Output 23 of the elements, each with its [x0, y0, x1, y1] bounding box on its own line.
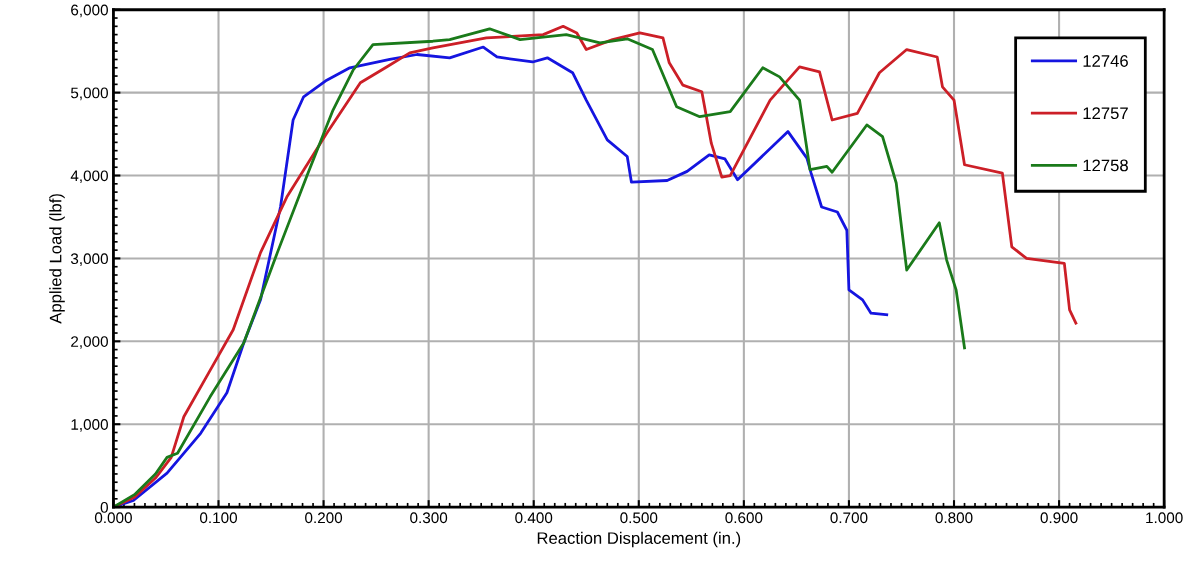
- x-tick-label: 0.200: [305, 512, 343, 524]
- x-tick-label: 0.400: [515, 512, 553, 524]
- x-tick-label: 0.300: [410, 512, 448, 524]
- y-tick-label: 5,000: [70, 87, 108, 101]
- y-tick-label: 2,000: [71, 336, 108, 349]
- y-tick-label: 1,000: [71, 419, 108, 432]
- x-tick-label: 0.500: [620, 512, 658, 524]
- x-axis-title: Reaction Displacement (in.): [537, 531, 741, 548]
- x-tick-label: 1.000: [1146, 512, 1183, 524]
- x-tick-label: 0.600: [725, 512, 763, 524]
- y-axis-title: Applied Load (lbf): [49, 194, 65, 324]
- y-tick-label: 6,000: [71, 4, 108, 18]
- x-tick-label: 0.800: [935, 512, 973, 524]
- y-tick-label: 0: [100, 501, 108, 513]
- legend-label: 12758: [1083, 159, 1128, 172]
- x-tick-label: 0.100: [199, 512, 238, 524]
- y-tick-label: 3,000: [70, 253, 108, 266]
- x-tick-label: 0.700: [830, 512, 868, 524]
- legend-label: 12746: [1083, 55, 1128, 67]
- x-tick-label: 0.000: [94, 512, 132, 524]
- legend-label: 12757: [1083, 107, 1128, 120]
- x-tick-label: 0.900: [1040, 512, 1078, 524]
- y-tick-label: 4,000: [70, 170, 108, 184]
